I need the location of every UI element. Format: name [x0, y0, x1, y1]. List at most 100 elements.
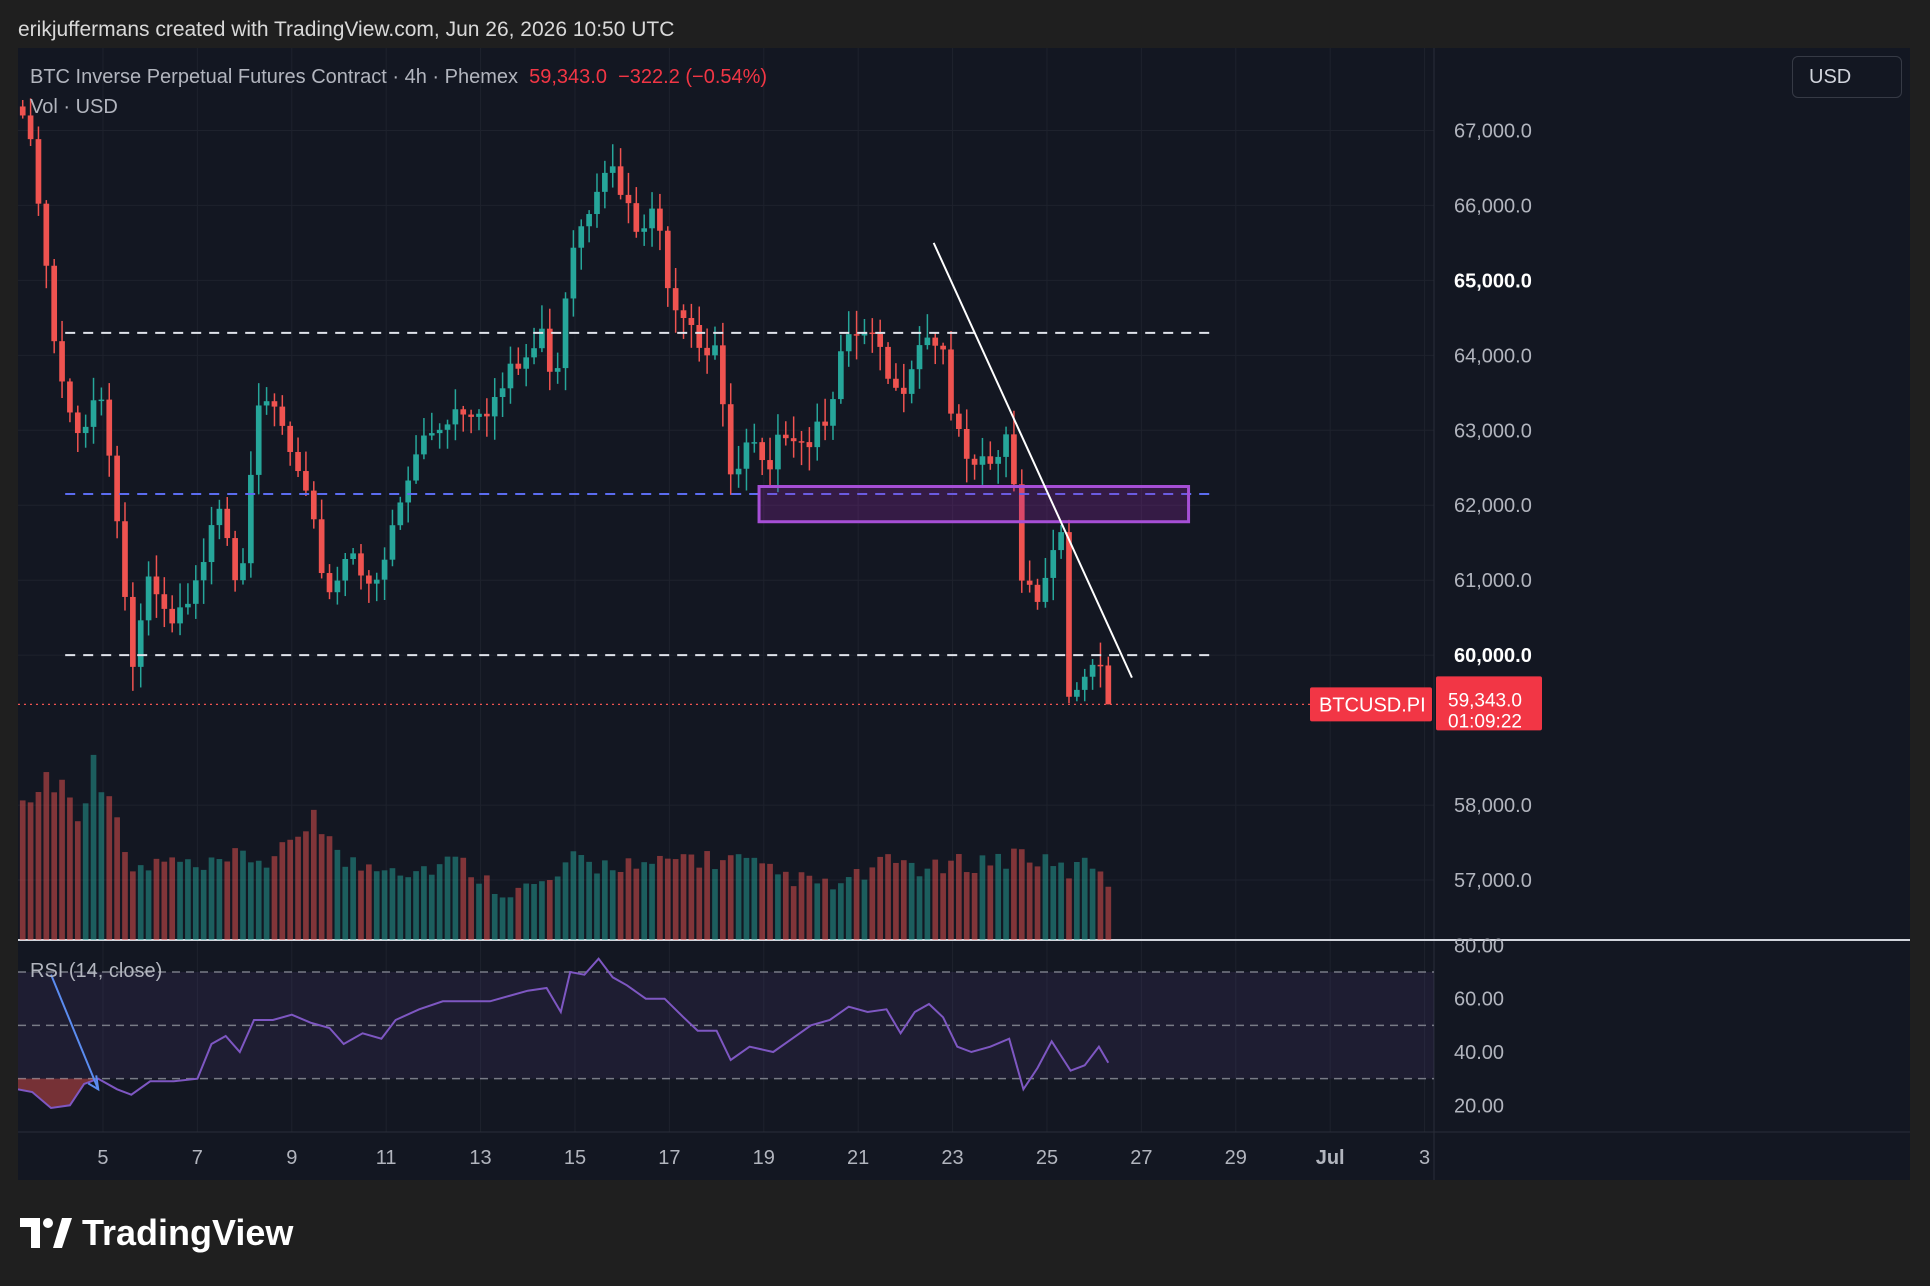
- volume-bar: [720, 860, 726, 940]
- candle-body: [602, 172, 608, 192]
- rsi-pane: 80.00 60.00 40.00 20.00: [18, 935, 1504, 1117]
- volume-bar: [657, 855, 663, 940]
- candle-body: [366, 575, 372, 584]
- candle-body: [546, 328, 553, 372]
- volume-bar: [271, 856, 278, 940]
- chart-panel[interactable]: 67,000.0 66,000.0 65,000.0 64,000.0 63,000.0…: [18, 48, 1910, 1180]
- volume-bar: [444, 856, 451, 940]
- time-axis-label: 19: [753, 1147, 775, 1169]
- volume-bar: [263, 867, 270, 940]
- volume-bar: [641, 862, 648, 940]
- volume-bars: [19, 754, 1112, 940]
- candle-body: [499, 388, 506, 397]
- price-chart[interactable]: 67,000.0 66,000.0 65,000.0 64,000.0 63,000.0…: [18, 48, 1910, 1180]
- candle-body: [578, 226, 585, 248]
- candle-body: [232, 538, 238, 581]
- volume-bar: [161, 861, 168, 940]
- volume-bar: [971, 872, 978, 940]
- tradingview-logo: TradingView: [20, 1212, 293, 1254]
- rsi-annotation-arrowhead: [87, 1075, 100, 1092]
- rsi-annotation-arrow: [50, 974, 100, 1090]
- candle-body: [1034, 584, 1041, 602]
- candle-body: [326, 573, 333, 593]
- volume-bar: [1018, 849, 1025, 940]
- volume-bar: [51, 792, 58, 940]
- currency-button[interactable]: USD: [1792, 56, 1902, 98]
- volume-bar: [869, 867, 876, 940]
- candle-body: [405, 480, 412, 503]
- price-axis-label: 63,000.0: [1454, 420, 1532, 442]
- volume-bar: [1105, 886, 1112, 940]
- volume-bar: [468, 877, 474, 940]
- volume-bar: [586, 861, 592, 940]
- volume-bar: [326, 836, 333, 940]
- candle-body: [672, 288, 679, 311]
- volume-bar: [649, 863, 655, 940]
- candle-body: [444, 424, 451, 430]
- candle-body: [727, 404, 734, 475]
- candle-body: [594, 191, 600, 215]
- candle-body: [51, 265, 58, 342]
- candle-body: [775, 434, 781, 470]
- volume-bar: [539, 881, 545, 940]
- time-axis-label: 5: [97, 1147, 108, 1169]
- brand-name: TradingView: [82, 1212, 294, 1253]
- candle-body: [145, 576, 152, 621]
- candle-body: [413, 454, 419, 481]
- volume-bar: [570, 851, 577, 940]
- candle-body: [853, 334, 860, 336]
- volume-bar: [594, 873, 600, 940]
- candle-body: [358, 553, 364, 576]
- volume-bar: [484, 875, 490, 940]
- last-price: 59,343.0: [529, 66, 607, 88]
- volume-bar: [838, 883, 844, 940]
- candle-body: [507, 363, 514, 389]
- candle-body: [476, 413, 482, 417]
- volume-bar: [696, 867, 703, 940]
- volume-bar: [1026, 862, 1033, 940]
- candle-body: [342, 558, 349, 581]
- candle-body: [192, 580, 199, 604]
- candle-body: [641, 228, 648, 232]
- volume-bar: [743, 857, 750, 940]
- candle-body: [704, 347, 710, 356]
- candle-body: [279, 406, 286, 426]
- price-axis-label: 67,000.0: [1454, 120, 1532, 142]
- candle-body: [570, 247, 577, 299]
- time-axis-label: 13: [469, 1147, 491, 1169]
- symbol-badge-label: BTCUSD.PI: [1319, 694, 1426, 716]
- candle-body: [35, 139, 42, 204]
- volume-bar: [995, 853, 1002, 940]
- volume-bar: [546, 880, 553, 940]
- candle-body: [956, 413, 962, 430]
- candle-body: [696, 325, 703, 348]
- volume-bar: [767, 863, 773, 940]
- volume-bar: [948, 860, 954, 940]
- volume-bar: [358, 870, 364, 940]
- volume-bar: [255, 860, 262, 940]
- candle-body: [948, 349, 954, 414]
- volume-bar: [381, 870, 388, 940]
- candle-body: [452, 409, 459, 425]
- candle-body: [1050, 550, 1057, 578]
- volume-bar: [956, 854, 962, 940]
- volume-bar: [130, 871, 136, 940]
- candle-body: [1074, 689, 1080, 697]
- symbol-description: BTC Inverse Perpetual Futures Contract ·…: [30, 66, 518, 88]
- volume-bar: [19, 800, 26, 940]
- candle-body: [1105, 665, 1112, 705]
- volume-bar: [145, 870, 152, 940]
- volume-bar: [617, 871, 624, 940]
- rsi-line: [18, 957, 1110, 1110]
- volume-bar: [224, 861, 231, 940]
- candle-body: [295, 451, 301, 472]
- candle-body: [161, 594, 168, 609]
- time-axis-label: 25: [1036, 1147, 1058, 1169]
- candle-body: [940, 345, 946, 350]
- volume-bar: [979, 855, 986, 940]
- candle-body: [751, 442, 758, 444]
- candle-body: [1066, 532, 1072, 697]
- volume-bar: [366, 864, 372, 940]
- volume-bar: [515, 887, 522, 940]
- volume-bar: [491, 893, 498, 940]
